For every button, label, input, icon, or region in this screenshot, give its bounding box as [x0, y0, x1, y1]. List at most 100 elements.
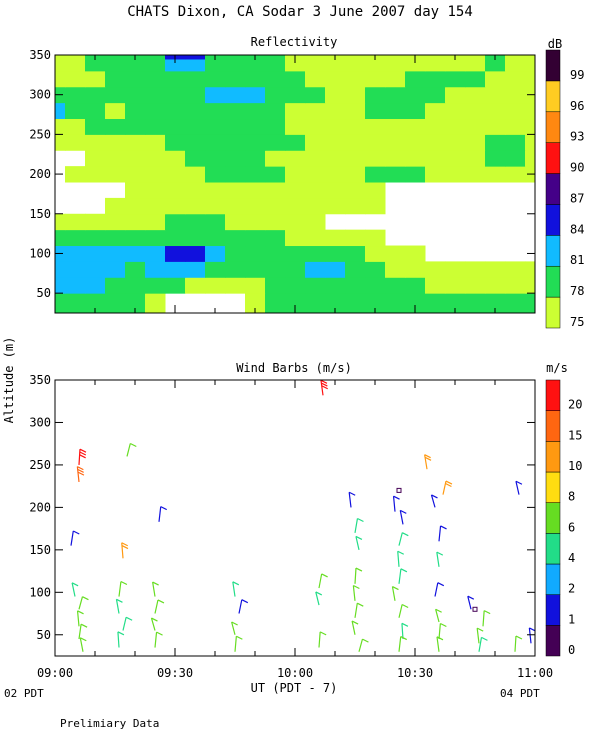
db-colorbar-label: 78 [570, 284, 584, 298]
wind-barb [76, 610, 84, 627]
reflectivity-cell [105, 245, 126, 262]
reflectivity-cell [525, 102, 536, 120]
reflectivity-cell [445, 134, 466, 151]
reflectivity-cell [265, 261, 286, 278]
reflectivity-cell [485, 70, 506, 88]
reflectivity-cell [465, 293, 486, 314]
wind-barb [392, 495, 400, 512]
ms-colorbar-label: 4 [568, 551, 575, 565]
reflectivity-cell [445, 261, 466, 278]
reflectivity-cell [105, 261, 126, 278]
reflectivity-cell [505, 86, 526, 104]
db-colorbar-swatch [545, 296, 561, 329]
ms-colorbar-swatch [545, 625, 561, 657]
wind-x-tick-label: 09:30 [157, 666, 193, 680]
x-axis-label: UT (PDT - 7) [251, 681, 338, 695]
reflectivity-cell [345, 261, 366, 278]
reflectivity-cell [265, 213, 286, 231]
wind-barb [126, 442, 137, 457]
reflectivity-cell [465, 70, 486, 88]
reflectivity-cell [405, 293, 426, 314]
reflectivity-cell [425, 261, 446, 278]
barb-flag [400, 636, 407, 641]
reflectivity-y-tick-label: 150 [29, 207, 51, 221]
wind-barb [424, 454, 432, 470]
reflectivity-cell [185, 102, 206, 120]
reflectivity-cell [145, 197, 166, 215]
ms-colorbar-swatch [545, 533, 561, 565]
reflectivity-cell [125, 229, 146, 247]
reflectivity-cell [185, 277, 206, 294]
reflectivity-cell [245, 150, 266, 167]
reflectivity-cell [285, 197, 306, 215]
calm-marker [472, 606, 478, 612]
reflectivity-cell [485, 293, 506, 314]
wind-barb [401, 622, 409, 640]
reflectivity-cell [285, 182, 306, 199]
reflectivity-cell [505, 58, 526, 72]
reflectivity-cell [105, 277, 126, 294]
db-colorbar-title: dB [548, 37, 562, 51]
barb-shaft [424, 454, 428, 470]
barb-flag [315, 591, 323, 596]
wind-x-tick-label: 09:00 [37, 666, 73, 680]
reflectivity-cell [285, 213, 306, 231]
reflectivity-cell [245, 86, 266, 104]
reflectivity-cell [145, 166, 166, 183]
reflectivity-cell [365, 166, 386, 183]
barb-flag [467, 595, 475, 600]
reflectivity-cell [485, 86, 506, 104]
barb-flag [130, 442, 137, 448]
reflectivity-cell [385, 166, 406, 183]
wind-barb [315, 591, 323, 606]
reflectivity-cell [125, 261, 146, 278]
ms-colorbar-label: 10 [568, 459, 582, 473]
reflectivity-cell [165, 134, 186, 151]
reflectivity-cell [225, 182, 246, 199]
reflectivity-cell [305, 86, 326, 104]
reflectivity-y-tick-label: 350 [29, 48, 51, 62]
barb-flag [232, 581, 240, 586]
wind-barb [399, 509, 407, 525]
barb-flag [236, 635, 243, 640]
reflectivity-cell [485, 134, 506, 151]
reflectivity-cell [185, 86, 206, 104]
barb-shaft [482, 610, 485, 627]
barb-flag [424, 454, 431, 459]
reflectivity-cell [225, 229, 246, 247]
reflectivity-cell [145, 86, 166, 104]
barb-shaft [398, 532, 403, 546]
barb-flag [392, 586, 399, 591]
barb-shaft [150, 617, 156, 631]
wind-barb [482, 610, 491, 627]
reflectivity-cell [85, 150, 106, 167]
barb-shaft [115, 599, 120, 614]
barb-flag [357, 602, 364, 607]
barb-flag [79, 448, 87, 453]
reflectivity-cell [185, 134, 206, 151]
wind-barb [438, 525, 447, 542]
wind-barb [398, 636, 407, 652]
reflectivity-cell [385, 277, 406, 294]
reflectivity-cell [165, 229, 186, 247]
reflectivity-cell [145, 102, 166, 120]
reflectivity-cell [405, 70, 426, 88]
reflectivity-cell [525, 118, 536, 135]
reflectivity-cell [465, 134, 486, 151]
reflectivity-cell [405, 150, 426, 167]
reflectivity-cell [245, 197, 266, 215]
reflectivity-cell [405, 58, 426, 72]
reflectivity-cell [345, 293, 366, 314]
reflectivity-cell [485, 261, 506, 278]
barb-shaft [117, 631, 120, 648]
barb-shaft [358, 638, 364, 652]
reflectivity-cell [285, 86, 306, 104]
db-colorbar-swatch [545, 49, 561, 82]
reflectivity-cell [365, 261, 386, 278]
reflectivity-cell [125, 213, 146, 231]
reflectivity-cell [145, 277, 166, 294]
reflectivity-cell [285, 277, 306, 294]
reflectivity-cell [325, 102, 346, 120]
